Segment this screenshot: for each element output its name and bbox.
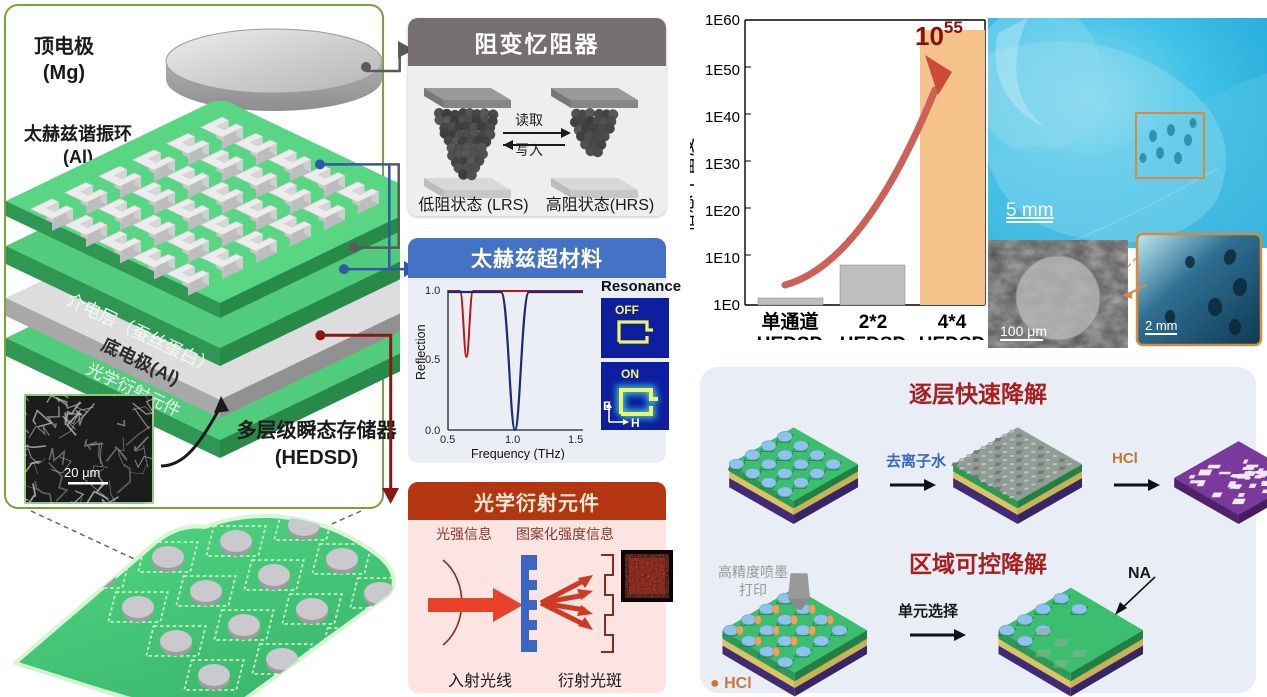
svg-text:信息丰富度: 信息丰富度 bbox=[690, 137, 697, 232]
svg-text:0.5: 0.5 bbox=[440, 434, 455, 446]
svg-text:ON: ON bbox=[621, 367, 639, 381]
svg-text:H: H bbox=[631, 416, 640, 430]
svg-text:0.0: 0.0 bbox=[425, 425, 440, 437]
svg-text:100 μm: 100 μm bbox=[1000, 323, 1047, 339]
svg-text:1E50: 1E50 bbox=[705, 62, 740, 79]
svg-text:1.0: 1.0 bbox=[425, 285, 440, 297]
svg-text:1E60: 1E60 bbox=[705, 12, 740, 29]
svg-text:HEDSD: HEDSD bbox=[919, 334, 986, 340]
svg-text:HEDSD: HEDSD bbox=[757, 334, 824, 340]
svg-text:2 mm: 2 mm bbox=[1145, 318, 1178, 333]
svg-text:1E40: 1E40 bbox=[705, 109, 740, 126]
svg-text:1.5: 1.5 bbox=[568, 434, 583, 446]
svg-text:单通道: 单通道 bbox=[761, 310, 818, 333]
svg-text:1E10: 1E10 bbox=[705, 250, 740, 267]
svg-text:OFF: OFF bbox=[615, 303, 639, 317]
svg-text:HEDSD: HEDSD bbox=[840, 334, 907, 340]
svg-text:1E20: 1E20 bbox=[705, 203, 740, 220]
svg-text:1E0: 1E0 bbox=[713, 297, 740, 314]
svg-text:1E30: 1E30 bbox=[705, 156, 740, 173]
svg-text:20 μm: 20 μm bbox=[64, 465, 100, 480]
svg-text:4*4: 4*4 bbox=[938, 312, 967, 333]
svg-text:2*2: 2*2 bbox=[859, 312, 888, 333]
svg-text:5 mm: 5 mm bbox=[1006, 200, 1054, 221]
svg-text:Frequency (THz): Frequency (THz) bbox=[471, 447, 565, 460]
svg-text:1.0: 1.0 bbox=[505, 434, 520, 446]
svg-text:读取: 读取 bbox=[515, 113, 543, 128]
